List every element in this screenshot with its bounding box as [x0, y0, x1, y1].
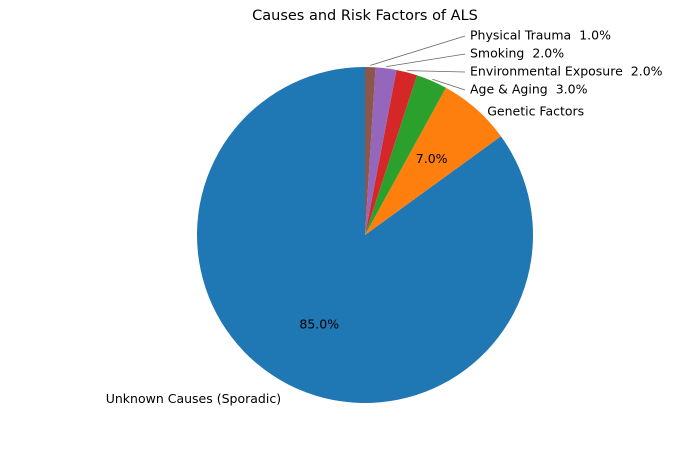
percent-label: 2.0%: [532, 46, 564, 61]
pie-slice: [365, 67, 376, 235]
slice-label: Genetic Factors: [487, 104, 584, 119]
leader-line: [432, 78, 466, 91]
slice-label: Environmental Exposure: [470, 64, 623, 79]
percent-label: 2.0%: [631, 64, 663, 79]
pie-slice: [365, 87, 501, 235]
slice-label: Smoking: [470, 46, 524, 61]
pie-slice: [365, 75, 446, 235]
pie-slice: [365, 69, 417, 235]
slice-label: Unknown Causes (Sporadic): [106, 391, 281, 406]
leader-line: [407, 70, 466, 73]
slice-label: Physical Trauma: [470, 28, 571, 43]
percent-label: 7.0%: [416, 151, 448, 166]
leader-line: [386, 53, 466, 68]
percent-label: 85.0%: [299, 316, 339, 331]
leader-line: [370, 35, 466, 66]
chart-title: Causes and Risk Factors of ALS: [252, 8, 478, 24]
percent-label: 3.0%: [556, 82, 588, 97]
percent-label: 1.0%: [579, 28, 611, 43]
slice-label: Age & Aging: [470, 82, 548, 97]
pie-slice: [365, 67, 397, 235]
